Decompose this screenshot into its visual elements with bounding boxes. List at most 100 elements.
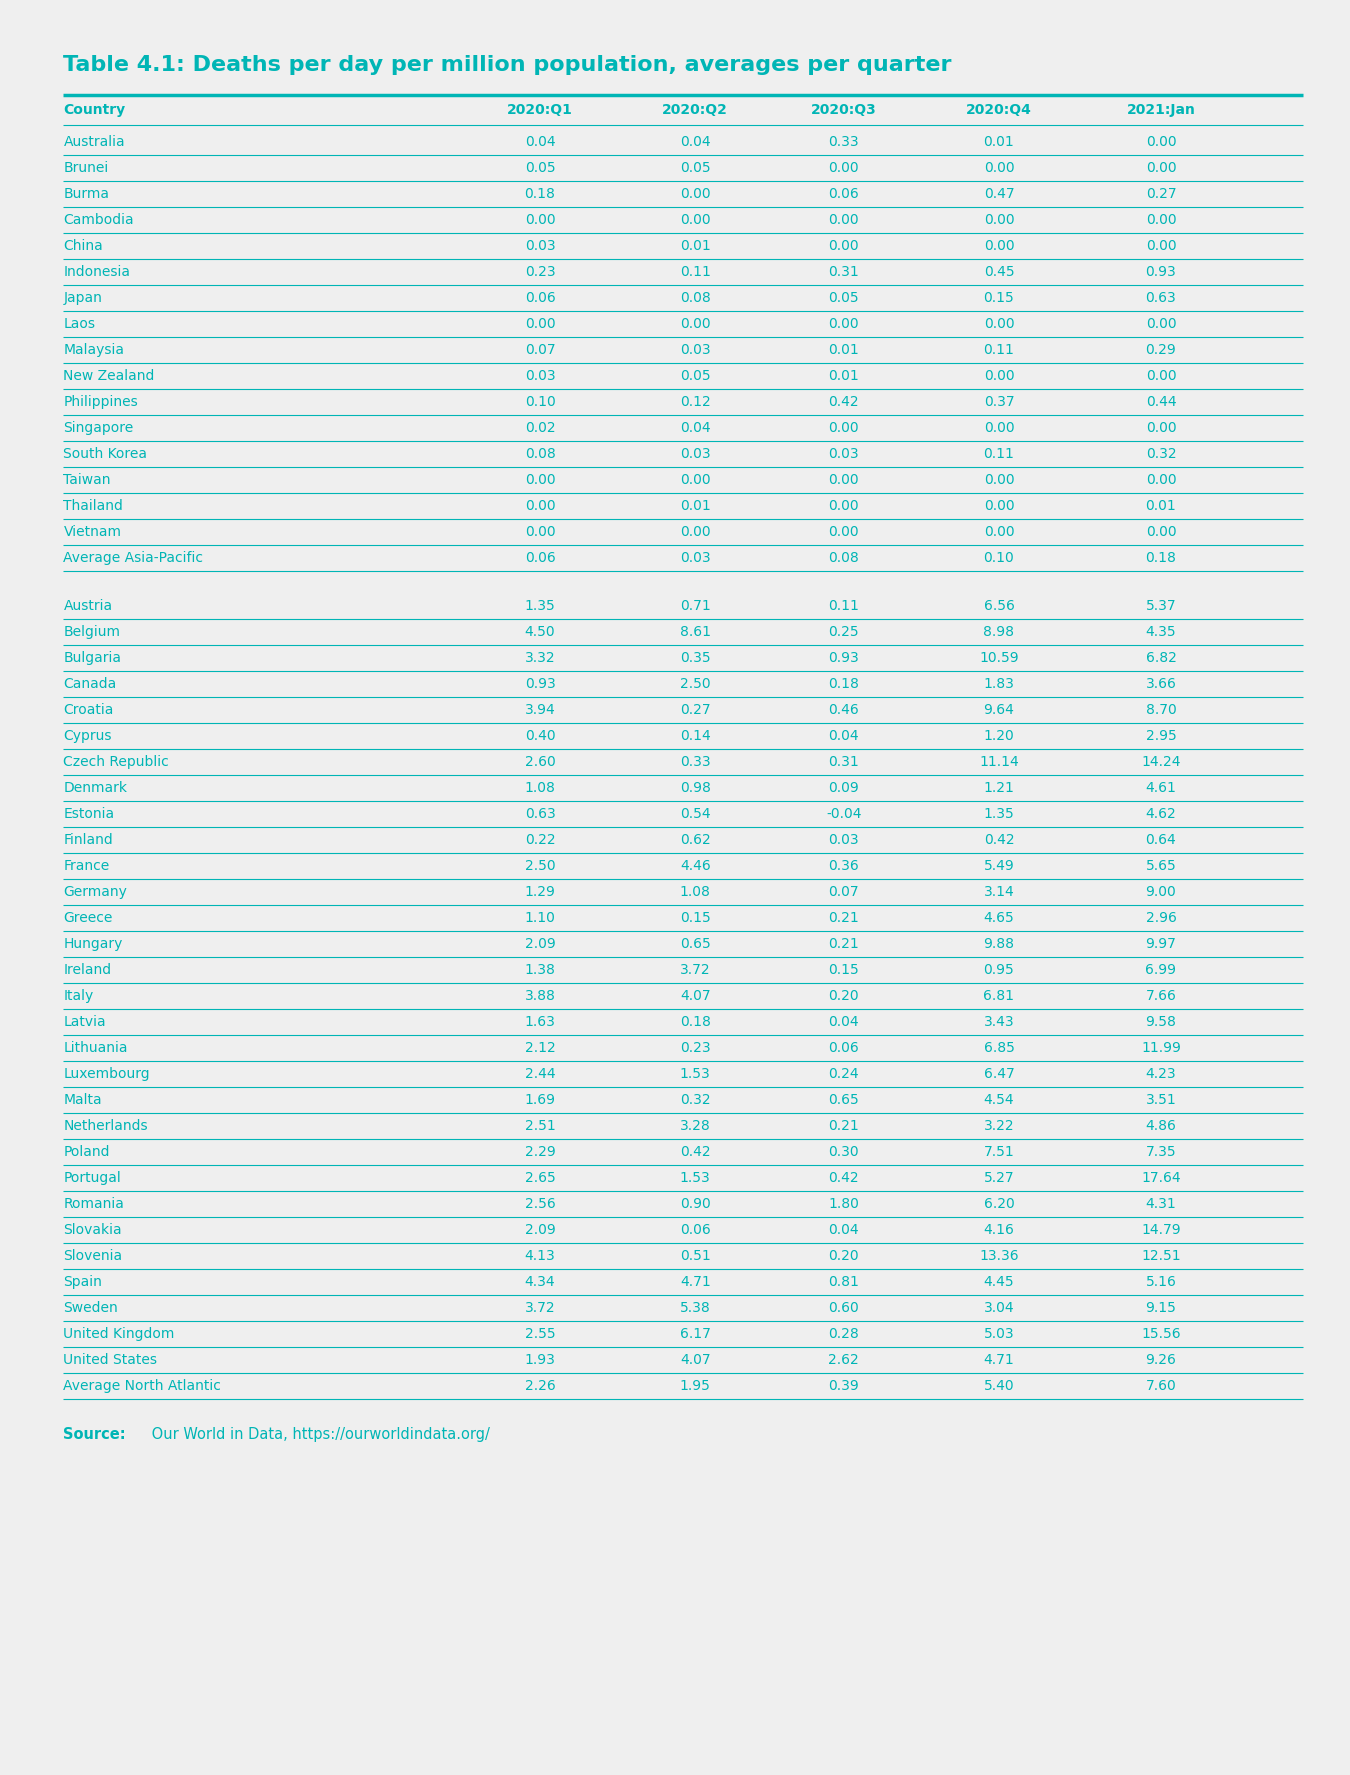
Text: Indonesia: Indonesia	[63, 264, 131, 279]
Text: 0.47: 0.47	[984, 186, 1014, 201]
Text: 4.71: 4.71	[680, 1274, 710, 1289]
Text: Luxembourg: Luxembourg	[63, 1067, 150, 1081]
Text: 0.06: 0.06	[525, 291, 555, 305]
Text: 0.23: 0.23	[680, 1040, 710, 1054]
Text: Burma: Burma	[63, 186, 109, 201]
Text: 2.60: 2.60	[525, 754, 555, 769]
Text: 0.65: 0.65	[829, 1093, 859, 1108]
Text: 1.08: 1.08	[680, 886, 710, 898]
Text: 0.03: 0.03	[829, 447, 859, 462]
Text: 11.99: 11.99	[1141, 1040, 1181, 1054]
Text: 15.56: 15.56	[1141, 1328, 1181, 1340]
Text: 9.00: 9.00	[1146, 886, 1176, 898]
Text: 0.21: 0.21	[829, 937, 859, 951]
Text: Romania: Romania	[63, 1196, 124, 1211]
Text: 13.36: 13.36	[979, 1250, 1019, 1262]
Text: 2.26: 2.26	[525, 1379, 555, 1393]
Text: 0.00: 0.00	[525, 499, 555, 513]
Text: 0.12: 0.12	[680, 394, 710, 408]
Text: 0.33: 0.33	[829, 135, 859, 149]
Text: Belgium: Belgium	[63, 625, 120, 639]
Text: Poland: Poland	[63, 1145, 109, 1159]
Text: 1.69: 1.69	[525, 1093, 555, 1108]
Text: 0.31: 0.31	[829, 754, 859, 769]
Text: 3.14: 3.14	[984, 886, 1014, 898]
Text: Source:: Source:	[63, 1427, 126, 1441]
Text: 0.15: 0.15	[680, 911, 710, 925]
Text: 1.63: 1.63	[525, 1015, 555, 1030]
Text: 10.59: 10.59	[979, 651, 1019, 666]
Text: 17.64: 17.64	[1141, 1172, 1181, 1186]
Text: 2020:Q3: 2020:Q3	[811, 103, 876, 117]
Text: 4.86: 4.86	[1146, 1118, 1176, 1132]
Text: 8.70: 8.70	[1146, 703, 1176, 717]
Text: 6.81: 6.81	[984, 989, 1014, 1003]
Text: 0.04: 0.04	[829, 1223, 859, 1237]
Text: 0.44: 0.44	[1146, 394, 1176, 408]
Text: 6.47: 6.47	[984, 1067, 1014, 1081]
Text: Canada: Canada	[63, 676, 116, 690]
Text: 5.65: 5.65	[1146, 859, 1176, 873]
Text: 0.15: 0.15	[829, 962, 859, 976]
Text: Slovenia: Slovenia	[63, 1250, 123, 1262]
Text: 14.79: 14.79	[1141, 1223, 1181, 1237]
Text: 0.08: 0.08	[680, 291, 710, 305]
Text: 1.53: 1.53	[680, 1172, 710, 1186]
Text: 0.04: 0.04	[525, 135, 555, 149]
Text: 4.65: 4.65	[984, 911, 1014, 925]
Text: 0.06: 0.06	[680, 1223, 710, 1237]
Text: 6.17: 6.17	[680, 1328, 710, 1340]
Text: 5.03: 5.03	[984, 1328, 1014, 1340]
Text: 0.00: 0.00	[1146, 421, 1176, 435]
Text: 7.60: 7.60	[1146, 1379, 1176, 1393]
Text: 0.06: 0.06	[829, 186, 859, 201]
Text: 2.55: 2.55	[525, 1328, 555, 1340]
Text: 0.11: 0.11	[680, 264, 710, 279]
Text: Australia: Australia	[63, 135, 126, 149]
Text: 0.00: 0.00	[525, 213, 555, 227]
Text: Brunei: Brunei	[63, 162, 109, 176]
Text: Singapore: Singapore	[63, 421, 134, 435]
Text: Lithuania: Lithuania	[63, 1040, 128, 1054]
Text: 0.22: 0.22	[525, 832, 555, 847]
Text: 0.00: 0.00	[525, 472, 555, 486]
Text: 0.46: 0.46	[829, 703, 859, 717]
Text: 0.37: 0.37	[984, 394, 1014, 408]
Text: United Kingdom: United Kingdom	[63, 1328, 174, 1340]
Text: 2020:Q2: 2020:Q2	[663, 103, 728, 117]
Text: 0.00: 0.00	[1146, 162, 1176, 176]
Text: 0.23: 0.23	[525, 264, 555, 279]
Text: 0.03: 0.03	[680, 447, 710, 462]
Text: 0.35: 0.35	[680, 651, 710, 666]
Text: 2.95: 2.95	[1146, 730, 1176, 744]
Text: 3.88: 3.88	[525, 989, 555, 1003]
Text: 0.06: 0.06	[829, 1040, 859, 1054]
Text: 8.61: 8.61	[680, 625, 710, 639]
Text: 0.00: 0.00	[984, 499, 1014, 513]
Text: 14.24: 14.24	[1141, 754, 1181, 769]
Text: 0.00: 0.00	[680, 213, 710, 227]
Text: 0.00: 0.00	[829, 213, 859, 227]
Text: 0.93: 0.93	[1146, 264, 1176, 279]
Text: 0.36: 0.36	[829, 859, 859, 873]
Text: Japan: Japan	[63, 291, 103, 305]
Text: 0.14: 0.14	[680, 730, 710, 744]
Text: 0.20: 0.20	[829, 989, 859, 1003]
Text: 4.45: 4.45	[984, 1274, 1014, 1289]
Text: 0.03: 0.03	[680, 343, 710, 357]
Text: 0.10: 0.10	[984, 550, 1014, 564]
Text: 1.29: 1.29	[525, 886, 555, 898]
Text: Hungary: Hungary	[63, 937, 123, 951]
Text: Sweden: Sweden	[63, 1301, 119, 1315]
Text: Germany: Germany	[63, 886, 127, 898]
Text: 12.51: 12.51	[1141, 1250, 1181, 1262]
Text: 3.66: 3.66	[1146, 676, 1176, 690]
Text: 0.05: 0.05	[680, 162, 710, 176]
Text: Vietnam: Vietnam	[63, 525, 122, 540]
Text: 0.65: 0.65	[680, 937, 710, 951]
Text: 4.23: 4.23	[1146, 1067, 1176, 1081]
Text: 0.18: 0.18	[1146, 550, 1176, 564]
Text: 2.09: 2.09	[525, 1223, 555, 1237]
Text: 0.00: 0.00	[680, 186, 710, 201]
Text: Philippines: Philippines	[63, 394, 138, 408]
